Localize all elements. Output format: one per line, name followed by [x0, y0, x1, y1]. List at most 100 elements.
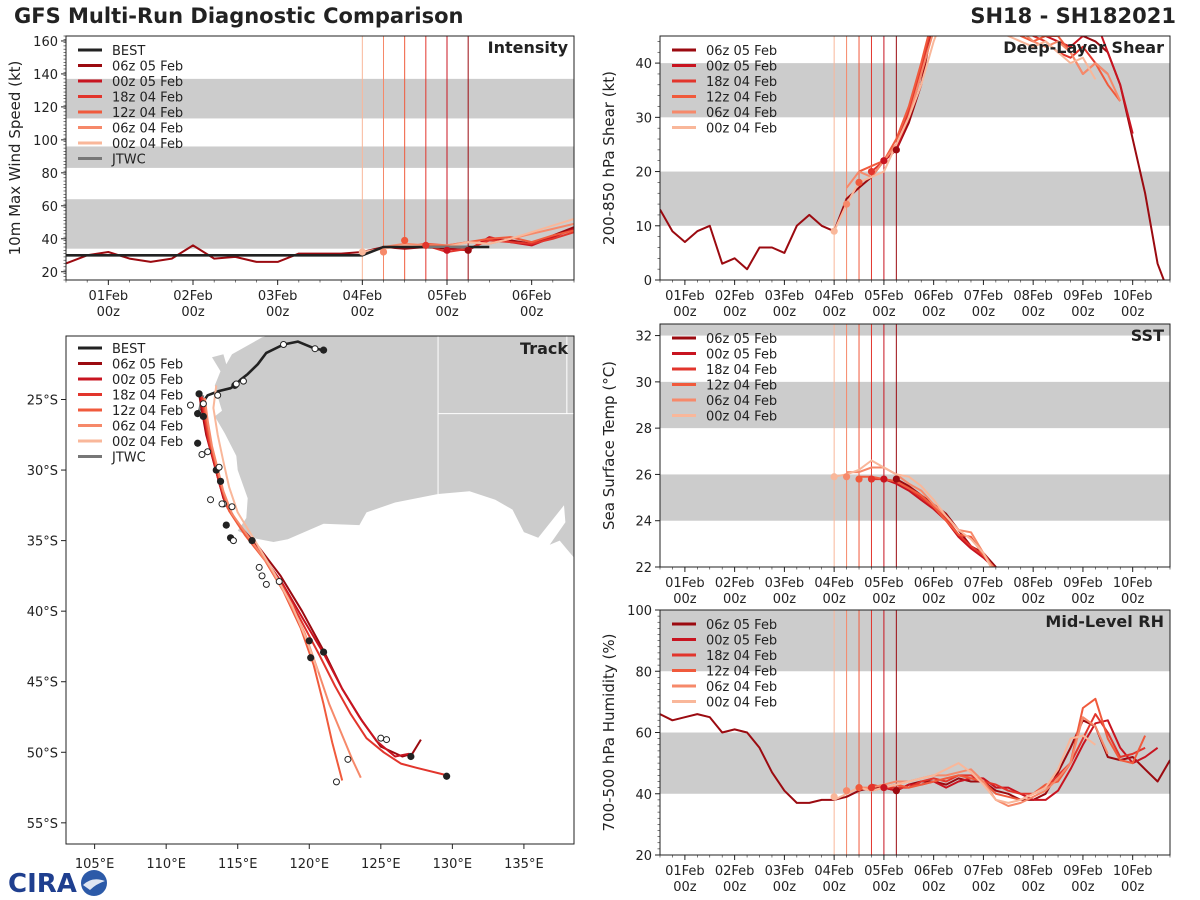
intensity-xtick-label: 02Feb: [173, 289, 213, 304]
sst-xtick-sublabel: 00z: [872, 592, 896, 607]
sst-xtick-sublabel: 00z: [1021, 592, 1045, 607]
sst-ytick-label: 30: [635, 376, 652, 391]
track-frame: [65, 335, 575, 845]
intensity-legend-label-18z-04-feb: 18z 04 Feb: [112, 91, 183, 106]
intensity-marker-06z-04-feb: [379, 248, 388, 256]
rh-xtick-label: 05Feb: [864, 864, 904, 879]
sst-ytick-label: 22: [635, 561, 652, 576]
track-position-dot-open: [344, 755, 352, 763]
track-ytick-label: 50°S: [27, 746, 58, 761]
track-position-dot: [199, 412, 207, 421]
rh-xtick-sublabel: 00z: [1121, 880, 1145, 895]
shear-marker-06z-04-feb: [842, 200, 851, 208]
track-position-dot-open: [215, 463, 223, 471]
track-position-dot-open: [207, 496, 215, 504]
intensity-ytick-label: 20: [41, 266, 58, 281]
track-position-dot-open: [198, 451, 206, 459]
track-legend-label-18z-04-feb: 18z 04 Feb: [112, 389, 183, 404]
rh-xtick-sublabel: 00z: [972, 880, 996, 895]
rh-ytick-label: 20: [635, 849, 652, 864]
shear-xtick-label: 04Feb: [814, 289, 854, 304]
shear-xtick-sublabel: 00z: [773, 305, 797, 320]
sst-xtick-label: 08Feb: [1013, 576, 1053, 591]
track-legend-label-00z-05-feb: 00z 05 Feb: [112, 373, 183, 388]
intensity-band: [66, 78, 574, 119]
track-position-dot: [407, 752, 415, 761]
rh-marker-00z-05-feb: [880, 784, 888, 792]
shear-legend-label-00z-04-feb: 00z 04 Feb: [706, 122, 777, 137]
track-ytick-label: 25°S: [27, 394, 58, 409]
intensity-xtick-label: 03Feb: [258, 289, 298, 304]
rh-plot-area: [660, 610, 1170, 855]
intensity-marker-00z-05-feb: [443, 246, 451, 254]
sst-xtick-sublabel: 00z: [922, 592, 946, 607]
track-position-dot-open: [332, 778, 340, 786]
track-position-dot-open: [186, 401, 194, 409]
rh-marker-18z-04-feb: [867, 784, 876, 792]
sst-legend-label-00z-04-feb: 00z 04 Feb: [706, 410, 777, 425]
shear-series-18z-04-feb: [870, 36, 1109, 173]
sst-ytick-label: 28: [635, 422, 652, 437]
intensity-ytick-label: 160: [33, 35, 58, 50]
intensity-ytick-label: 140: [33, 68, 58, 83]
track-position-dot: [194, 439, 202, 447]
track-position-dot-open: [218, 500, 226, 508]
sst-xtick-label: 07Feb: [964, 576, 1004, 591]
track-position-dot-open: [199, 400, 207, 408]
intensity-xtick-label: 01Feb: [89, 289, 129, 304]
intensity-legend-label-best: BEST: [112, 44, 145, 59]
intensity-xtick-label: 06Feb: [512, 289, 552, 304]
intensity-marker-18z-04-feb: [422, 241, 430, 249]
track-position-dot: [194, 410, 202, 418]
track-position-dot: [319, 346, 328, 354]
sst-marker-06z-05-feb: [892, 475, 900, 483]
intensity-legend-label-06z-04-feb: 06z 04 Feb: [112, 122, 183, 137]
rh-xtick-label: 04Feb: [814, 864, 854, 879]
sst-ytick-label: 24: [635, 515, 652, 530]
track-xtick-label: 105°E: [75, 857, 115, 872]
rh-ytick-label: 80: [635, 665, 652, 680]
track-position-dot: [305, 637, 313, 645]
track-xtick-label: 125°E: [361, 857, 401, 872]
sst-legend-label-06z-05-feb: 06z 05 Feb: [706, 332, 777, 347]
intensity-xtick-sublabel: 00z: [351, 305, 375, 320]
shear-xtick-label: 06Feb: [914, 289, 954, 304]
intensity-series-18z-04-feb: [425, 231, 574, 253]
track-position-dot: [222, 521, 230, 529]
sst-xtick-label: 02Feb: [715, 576, 755, 591]
intensity-xtick-label: 05Feb: [427, 289, 467, 304]
sst-legend-label-06z-04-feb: 06z 04 Feb: [706, 394, 777, 409]
intensity-panel-title: Intensity: [488, 38, 569, 57]
shear-xtick-sublabel: 00z: [1021, 305, 1045, 320]
track-ytick-label: 35°S: [27, 535, 58, 550]
rh-marker-06z-04-feb: [842, 787, 851, 795]
intensity-xtick-sublabel: 00z: [520, 305, 544, 320]
sst-legend-label-00z-05-feb: 00z 05 Feb: [706, 348, 777, 363]
track-position-dot-open: [232, 380, 240, 388]
rh-legend-label-06z-05-feb: 06z 05 Feb: [706, 618, 777, 633]
track-panel-title: Track: [520, 339, 568, 358]
track-position-dot-open: [229, 537, 237, 545]
shear-xtick-sublabel: 00z: [922, 305, 946, 320]
track-legend-label-00z-04-feb: 00z 04 Feb: [112, 435, 183, 450]
track-position-dot-open: [214, 391, 222, 399]
intensity-ytick-label: 100: [33, 134, 58, 149]
rh-xtick-label: 01Feb: [665, 864, 705, 879]
shear-xtick-label: 07Feb: [964, 289, 1004, 304]
rh-ytick-label: 100: [627, 604, 652, 619]
intensity-ytick-label: 120: [33, 101, 58, 116]
sst-series-00z-04-feb: [833, 459, 993, 567]
intensity-ytick-label: 80: [41, 167, 58, 182]
track-position-dot-open: [275, 578, 283, 586]
rh-xtick-label: 03Feb: [765, 864, 805, 879]
rh-panel-title: Mid-Level RH: [1045, 612, 1164, 631]
shear-frame: [659, 35, 1171, 281]
intensity-xtick-sublabel: 00z: [266, 305, 290, 320]
track-position-dot-open: [377, 734, 385, 742]
panel-shear: 01020304001Feb00z02Feb00z03Feb00z04Feb00…: [600, 35, 1171, 320]
track-ytick-label: 40°S: [27, 605, 58, 620]
intensity-xtick-label: 04Feb: [343, 289, 383, 304]
rh-series-18z-04-feb: [871, 713, 1146, 795]
